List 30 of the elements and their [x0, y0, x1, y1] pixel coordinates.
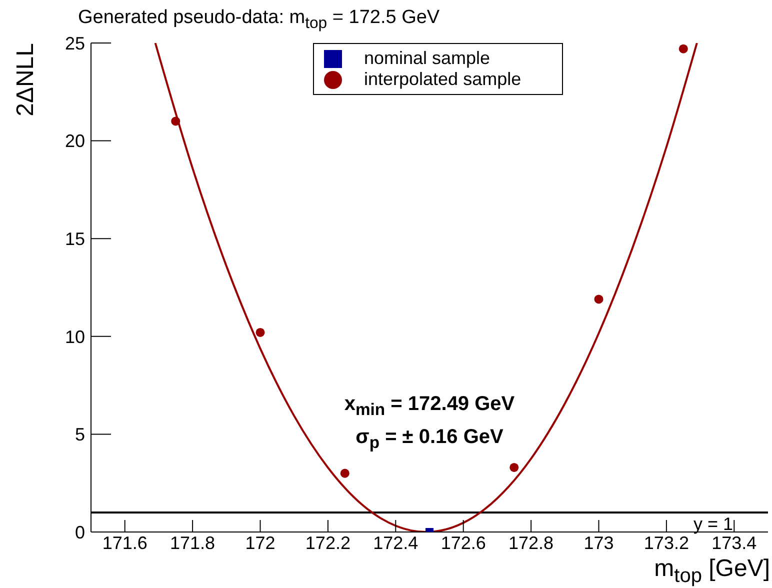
x-tick-label: 171.6 — [102, 532, 148, 553]
point — [171, 116, 180, 126]
legend-label: interpolated sample — [364, 69, 522, 89]
x-tick-label: 172.8 — [508, 532, 554, 553]
x-tick-label: 172 — [245, 532, 276, 553]
x-tick-label: 173.2 — [644, 532, 689, 553]
y-tick-label: 10 — [64, 326, 85, 347]
y-tick-label: 25 — [64, 33, 85, 54]
x-axis-title: m$_{top}$ [GeV] — [654, 555, 770, 587]
point — [678, 44, 688, 54]
y-tick-label: 15 — [64, 228, 85, 249]
legend-label: nominal sample — [364, 48, 490, 68]
x-tick-label: 172.4 — [373, 532, 418, 553]
point — [340, 468, 350, 478]
y-tick-label: 0 — [74, 522, 85, 542]
y-tick-label: 5 — [74, 424, 85, 445]
x-tick-label: 172.6 — [440, 532, 486, 553]
point — [510, 462, 519, 472]
ref-line-label: y = 1 — [693, 514, 733, 534]
y-tick-label: 20 — [64, 131, 85, 152]
x-tick-label: 172.2 — [305, 532, 350, 553]
x-tick-label: 171.8 — [170, 532, 216, 553]
x-tick-label: 173 — [584, 532, 614, 553]
y-axis-title: 2ΔNLL — [12, 43, 40, 116]
annotation: x$_{min}$ = 172.49 GeV — [343, 393, 516, 420]
chart-title: Generated pseudo-data: m$_{top}$ = 172.5 GeV — [78, 7, 440, 32]
point — [594, 294, 604, 304]
point — [256, 328, 265, 337]
x-tick-label: 173.4 — [712, 532, 757, 553]
annotation: σ$_{p}$ = ± 0.16 GeV — [354, 426, 504, 452]
